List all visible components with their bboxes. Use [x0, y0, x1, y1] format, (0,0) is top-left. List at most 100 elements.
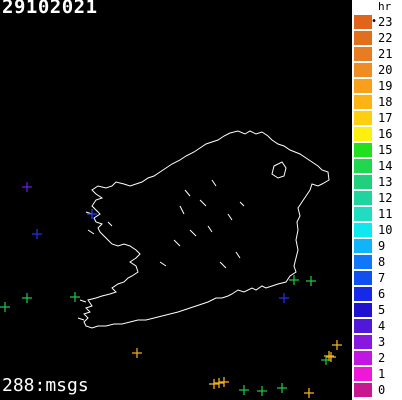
legend-hour-label: 20 — [378, 63, 393, 77]
legend-hour-label: 17 — [378, 111, 393, 125]
legend-hour-label: 3 — [378, 335, 386, 349]
legend-item-14: 14 — [354, 158, 402, 175]
legend-hour-label: 23 — [378, 15, 393, 29]
lough-neagh — [271, 161, 287, 179]
strike-marker — [0, 302, 10, 312]
legend-hour-label: 11 — [378, 207, 393, 221]
strike-marker — [214, 378, 224, 388]
strike-marker — [32, 229, 42, 239]
legend-swatch — [354, 175, 372, 189]
legend-item-13: 13 — [354, 174, 402, 191]
legend-swatch — [354, 79, 372, 93]
strike-marker — [22, 293, 32, 303]
legend-hour-label: 6 — [378, 287, 386, 301]
legend-item-6: 6 — [354, 286, 402, 303]
legend-item-23: • 23 — [354, 14, 402, 31]
legend-hour-label: 4 — [378, 319, 386, 333]
legend-hour-label: 10 — [378, 223, 393, 237]
legend-hour-label: 12 — [378, 191, 393, 205]
legend-item-8: 8 — [354, 254, 402, 271]
legend-item-21: 21 — [354, 46, 402, 63]
legend-swatch — [354, 223, 372, 237]
legend-swatch — [354, 351, 372, 365]
legend-swatch — [354, 159, 372, 173]
legend-item-10: 10 — [354, 222, 402, 239]
legend-item-5: 5 — [354, 302, 402, 319]
legend-item-22: 22 — [354, 30, 402, 47]
legend-hour-label: 14 — [378, 159, 393, 173]
strike-marker — [257, 386, 267, 396]
strike-marker — [289, 275, 299, 285]
legend-hour-label: 13 — [378, 175, 393, 189]
strike-marker — [22, 182, 32, 192]
legend-hour-label: 15 — [378, 143, 393, 157]
ireland-coastline — [83, 130, 330, 329]
legend-item-7: 7 — [354, 270, 402, 287]
legend-swatch — [354, 383, 372, 397]
legend-swatch — [354, 31, 372, 45]
legend-item-12: 12 — [354, 190, 402, 207]
legend-item-0: 0 — [354, 382, 402, 399]
legend-swatch — [354, 95, 372, 109]
strike-marker — [326, 352, 336, 362]
strike-markers — [0, 182, 342, 398]
strike-marker — [304, 388, 314, 398]
legend-item-4: 4 — [354, 318, 402, 335]
legend-item-2: 2 — [354, 350, 402, 367]
legend-swatch — [354, 15, 372, 29]
legend-hour-label: 21 — [378, 47, 393, 61]
legend-hour-label: 19 — [378, 79, 393, 93]
strike-marker — [219, 377, 229, 387]
legend-hour-label: 18 — [378, 95, 393, 109]
legend-swatch — [354, 63, 372, 77]
strike-marker — [332, 340, 342, 350]
legend-swatch — [354, 319, 372, 333]
legend-item-9: 9 — [354, 238, 402, 255]
legend-hour-label: 22 — [378, 31, 393, 45]
legend-hour-label: 9 — [378, 239, 386, 253]
strike-count: 288:msgs — [2, 375, 89, 396]
legend-unit: hr — [378, 0, 392, 13]
strike-marker — [132, 348, 142, 358]
legend-swatch — [354, 191, 372, 205]
strike-marker — [70, 292, 80, 302]
ireland-map — [0, 130, 342, 398]
legend-item-3: 3 — [354, 334, 402, 351]
legend-item-15: 15 — [354, 142, 402, 159]
strike-marker — [277, 383, 287, 393]
western-islands — [77, 211, 113, 321]
strike-marker — [239, 385, 249, 395]
current-hour-marker: • — [371, 16, 378, 27]
strike-marker — [209, 379, 219, 389]
legend-hour-label: 1 — [378, 367, 386, 381]
hour-legend: hr • 23 22 21 20 19 18 17 16 15 14 13 12 11 10 9 8 7 6 5 4 3 2… — [352, 0, 402, 400]
legend-hour-label: 5 — [378, 303, 386, 317]
legend-item-17: 17 — [354, 110, 402, 127]
legend-swatch — [354, 303, 372, 317]
legend-item-18: 18 — [354, 94, 402, 111]
legend-swatch — [354, 271, 372, 285]
legend-swatch — [354, 47, 372, 61]
legend-swatch — [354, 143, 372, 157]
map-date: 29102021 — [2, 0, 98, 18]
strike-marker — [279, 293, 289, 303]
legend-hour-label: 0 — [378, 383, 386, 397]
strike-marker — [87, 209, 97, 219]
legend-swatch — [354, 239, 372, 253]
strike-marker — [306, 276, 316, 286]
lightning-map: 29102021 288:msgs — [0, 0, 342, 398]
legend-item-16: 16 — [354, 126, 402, 143]
legend-item-19: 19 — [354, 78, 402, 95]
legend-swatch — [354, 207, 372, 221]
inland-lakes — [159, 179, 245, 269]
legend-hour-label: 16 — [378, 127, 393, 141]
legend-item-20: 20 — [354, 62, 402, 79]
legend-hour-label: 8 — [378, 255, 386, 269]
legend-swatch — [354, 111, 372, 125]
legend-swatch — [354, 287, 372, 301]
legend-swatch — [354, 367, 372, 381]
legend-item-1: 1 — [354, 366, 402, 383]
legend-swatch — [354, 127, 372, 141]
legend-swatch — [354, 255, 372, 269]
legend-hour-label: 7 — [378, 271, 386, 285]
